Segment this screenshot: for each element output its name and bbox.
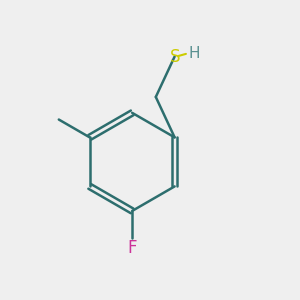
Text: H: H — [189, 46, 200, 61]
Text: F: F — [128, 239, 137, 257]
Text: S: S — [169, 48, 180, 66]
